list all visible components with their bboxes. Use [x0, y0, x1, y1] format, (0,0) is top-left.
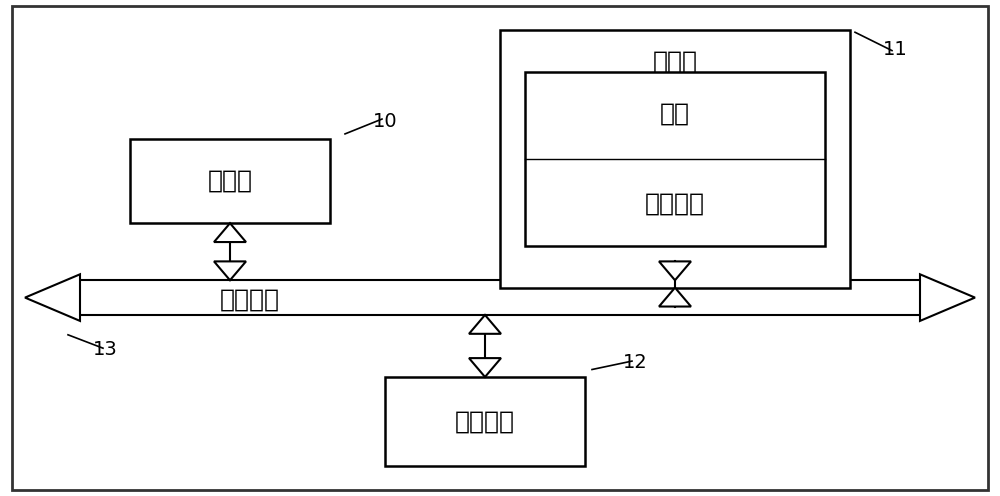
- Polygon shape: [659, 288, 691, 307]
- Text: 12: 12: [623, 353, 647, 372]
- Text: 存储器: 存储器: [652, 50, 698, 74]
- Bar: [525, 72, 825, 246]
- Text: 通信接口: 通信接口: [455, 410, 515, 434]
- Text: 处理器: 处理器: [208, 169, 252, 193]
- Text: 通信总线: 通信总线: [220, 288, 280, 312]
- Text: 操作系统: 操作系统: [645, 192, 705, 216]
- Polygon shape: [25, 274, 80, 321]
- Text: 11: 11: [883, 40, 907, 59]
- Polygon shape: [659, 261, 691, 280]
- Text: 13: 13: [93, 340, 117, 359]
- Polygon shape: [469, 358, 501, 377]
- Polygon shape: [214, 261, 246, 280]
- Text: 10: 10: [373, 112, 397, 131]
- Text: 程序: 程序: [660, 102, 690, 125]
- Polygon shape: [920, 274, 975, 321]
- Polygon shape: [214, 223, 246, 242]
- Bar: [500, 30, 850, 288]
- Polygon shape: [469, 315, 501, 334]
- Bar: [130, 139, 330, 223]
- Bar: [385, 377, 585, 466]
